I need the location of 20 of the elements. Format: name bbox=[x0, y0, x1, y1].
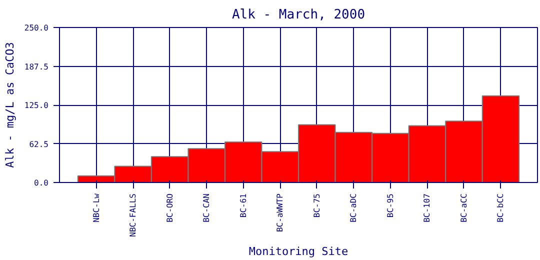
y-tick-label: 0.0 bbox=[34, 178, 49, 188]
x-tick-label: BC-61 bbox=[238, 193, 248, 218]
x-tick-label: BC-bCC bbox=[496, 193, 506, 222]
y-tick-label: 187.5 bbox=[24, 62, 49, 72]
x-tick-label: BC-107 bbox=[422, 193, 432, 222]
y-tick-label: 125.0 bbox=[24, 101, 49, 110]
y-axis-title: Alk - mg/L as CaCO3 bbox=[3, 42, 16, 168]
x-tick-label: BC-aWWTP bbox=[276, 193, 285, 232]
x-tick-label: BC-CAN bbox=[202, 193, 212, 222]
x-tick-label: NBC-FALLS bbox=[128, 193, 138, 237]
y-tick-label: 62.5 bbox=[29, 140, 49, 149]
x-tick-label: BC-aCC bbox=[459, 193, 468, 222]
x-tick-label: BC-aDC bbox=[349, 193, 358, 222]
x-tick-label: BC-ORO bbox=[165, 193, 174, 222]
x-tick-label: BC-95 bbox=[386, 193, 395, 218]
y-tick-label: 250.0 bbox=[24, 24, 49, 32]
chart-title: Alk - March, 2000 bbox=[232, 8, 366, 22]
x-tick-label: NBC-Lw bbox=[92, 193, 101, 222]
x-axis-title: Monitoring Site bbox=[248, 244, 348, 258]
x-tick-label: BC-75 bbox=[312, 193, 322, 218]
